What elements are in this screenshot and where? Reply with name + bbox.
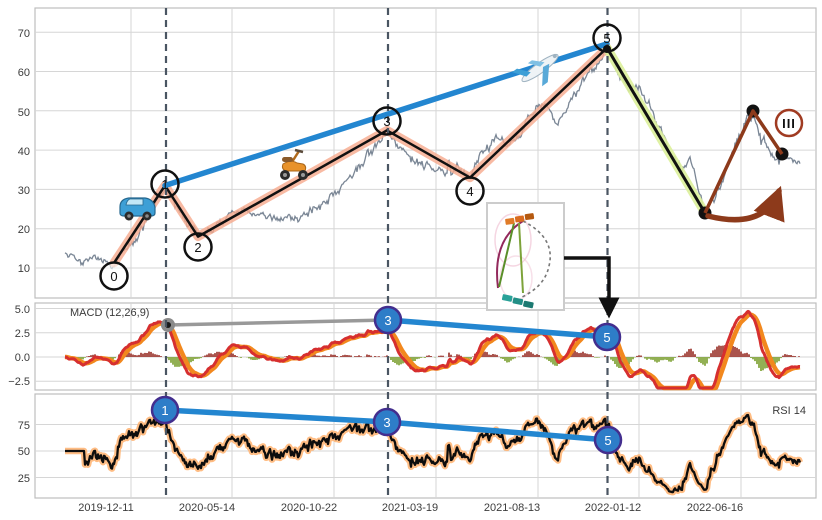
rsi-circle-5	[593, 425, 623, 455]
wave-line	[112, 46, 608, 264]
macd-panel-label: MACD (12,26,9)	[70, 307, 149, 319]
price-ytick: 60	[18, 67, 30, 79]
rsi-circle-1-label: 1	[161, 403, 168, 418]
rsi-ytick: 25	[18, 473, 30, 485]
price-ytick: 10	[18, 263, 30, 275]
macd-histogram	[66, 344, 800, 371]
macd-gray-reference-line	[167, 318, 389, 327]
macd-main-line	[64, 309, 801, 390]
wave-III-badge: III	[774, 108, 804, 138]
x-date-tick: 2021-03-19	[382, 502, 438, 514]
rsi-line	[64, 413, 802, 494]
wave-5-label: 5	[603, 31, 610, 46]
x-date-tick: 2022-01-12	[585, 502, 641, 514]
wave-4-label: 4	[466, 184, 473, 199]
wave-markers: 0 1 2 3 4 5	[99, 23, 622, 291]
price-ytick: 70	[18, 28, 30, 40]
x-date-tick: 2022-06-16	[687, 502, 743, 514]
price-ytick: 40	[18, 146, 30, 158]
inset-pointer-arrow	[564, 256, 620, 319]
rsi-panel-label: RSI 14	[772, 405, 806, 417]
wave-0-label: 0	[110, 269, 117, 284]
wave-2-label: 2	[194, 240, 201, 255]
rsi-panel: 75 50 25 RSI 14	[18, 393, 817, 499]
macd-ytick: 0.0	[15, 352, 30, 364]
macd-circle-5-label: 5	[603, 330, 610, 345]
price-panel: 70 60 50 40 30 20 10	[18, 7, 817, 299]
rsi-ytick: 50	[18, 446, 30, 458]
macd-divergence-line	[385, 317, 610, 340]
price-ytick: 30	[18, 185, 30, 197]
scooter-emoji	[280, 148, 308, 180]
price-annotations: III 0	[99, 23, 804, 319]
roller-coaster-inset	[486, 202, 565, 311]
rsi-ytick: 75	[18, 420, 30, 432]
x-date-tick: 2020-05-14	[179, 502, 235, 514]
wave-III-label: III	[782, 116, 796, 131]
projection-arrow	[705, 185, 785, 223]
rebound-path-line	[703, 109, 784, 214]
macd-panel-border	[34, 302, 817, 391]
x-date-tick: 2021-08-13	[484, 502, 540, 514]
x-axis: 2019-12-11 2020-05-14 2020-10-22 2021-03…	[78, 502, 743, 514]
post-wave-line	[605, 47, 707, 214]
wave-3-label: 3	[383, 114, 390, 129]
macd-ytick: 5.0	[15, 304, 30, 316]
divergence-markers: 3 5 1 3 5	[150, 305, 623, 455]
macd-circle-3-label: 3	[384, 313, 391, 328]
car-emoji	[119, 197, 156, 221]
x-date-tick: 2020-10-22	[281, 502, 337, 514]
price-ytick: 20	[18, 224, 30, 236]
wave-1-label: 1	[161, 177, 168, 192]
macd-panel: 5.0 2.5 0.0 −2.5 MACD (12,26,9)	[8, 302, 817, 391]
airplane-emoji	[512, 53, 559, 87]
macd-circle-3	[373, 305, 403, 335]
rsi-circle-5-label: 5	[604, 433, 611, 448]
price-ytick: 50	[18, 107, 30, 119]
rsi-circle-1	[150, 395, 180, 425]
rsi-circle-3	[372, 407, 402, 437]
macd-ytick: −2.5	[8, 376, 30, 388]
x-date-tick: 2019-12-11	[78, 502, 133, 514]
macd-ytick: 2.5	[15, 328, 30, 340]
macd-circle-5	[592, 322, 622, 352]
rsi-circle-3-label: 3	[383, 415, 390, 430]
